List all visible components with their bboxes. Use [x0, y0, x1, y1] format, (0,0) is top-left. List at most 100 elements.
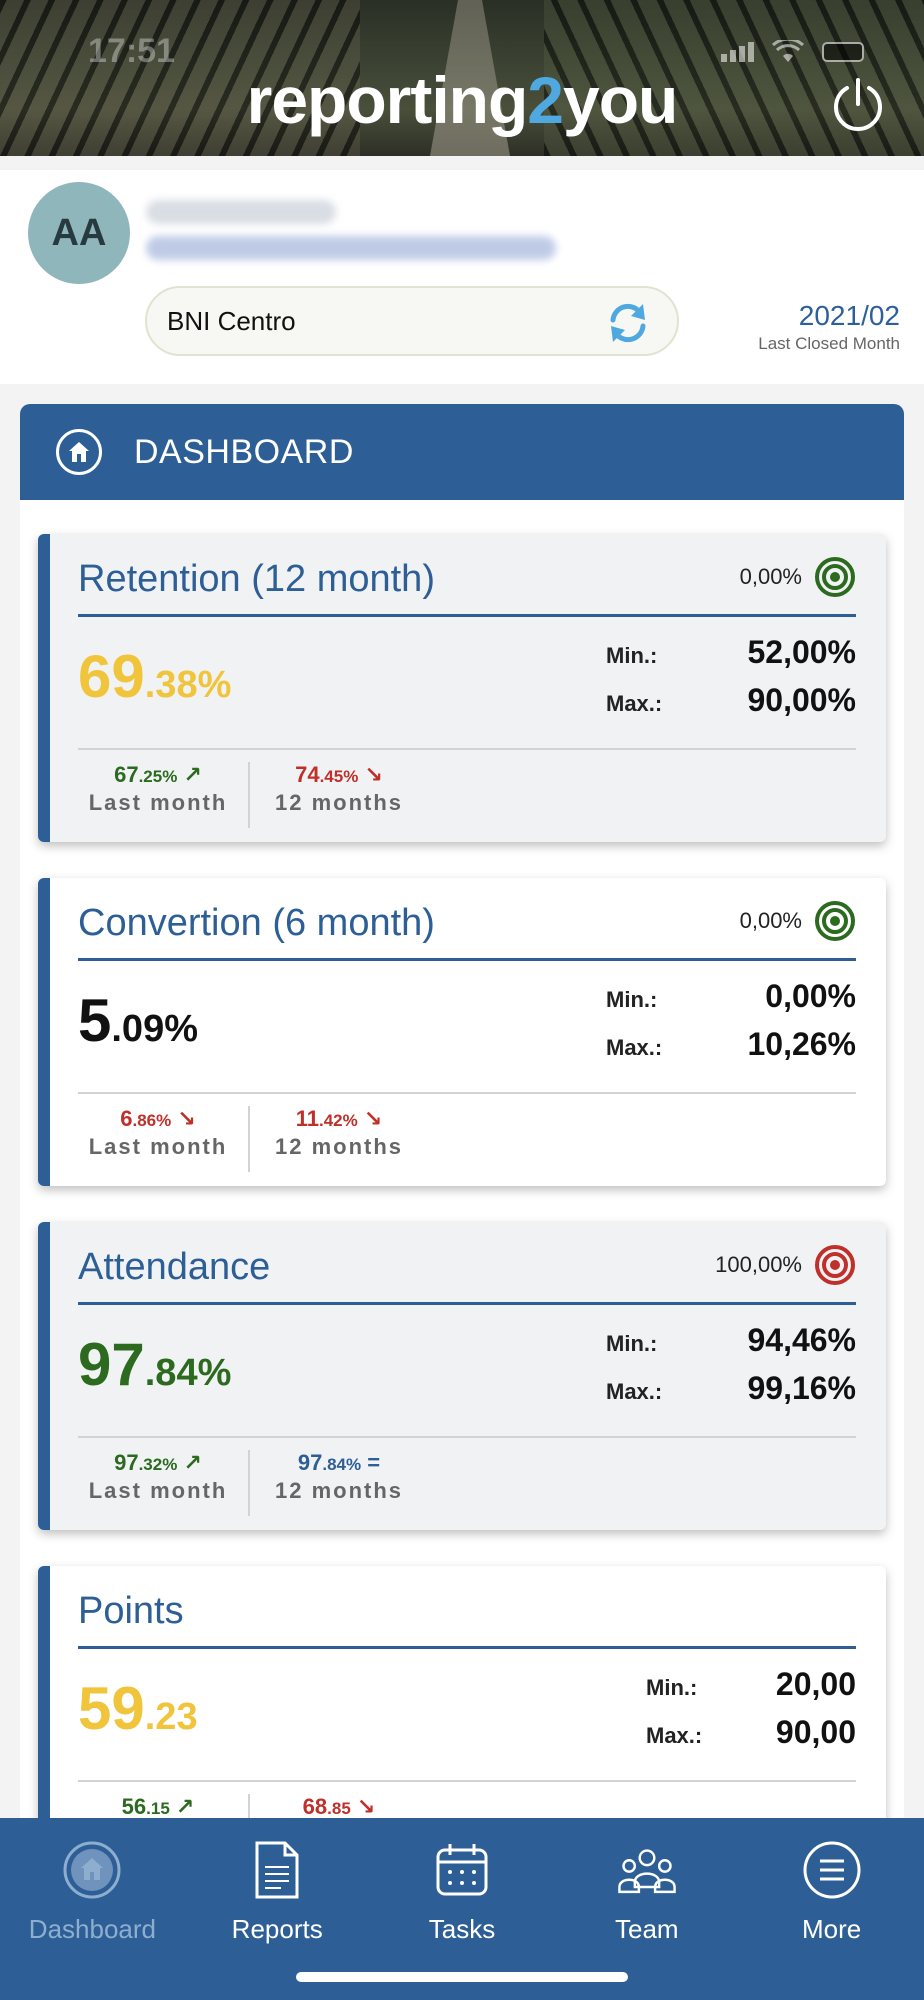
last-month-label: Last month	[88, 1134, 228, 1159]
divider	[78, 1780, 856, 1782]
value-decimal: .09%	[111, 1008, 198, 1050]
team-icon	[617, 1840, 677, 1900]
main-value: 5.09%	[78, 986, 198, 1055]
trend-down-icon: ↘	[177, 1106, 196, 1131]
nav-reports[interactable]: Reports	[185, 1818, 370, 2000]
min-label: Min.:	[606, 643, 658, 668]
metric-card-retention[interactable]: Retention (12 month) 0,00% 69.38% Min.: 5…	[38, 534, 886, 842]
last-month-stat: 97.32% ↗ Last month	[78, 1450, 238, 1504]
max-label: Max.:	[606, 1379, 663, 1404]
card-title: Convertion (6 month)	[78, 902, 435, 944]
target-indicator: 0,00%	[740, 900, 856, 942]
header-background-left	[0, 0, 360, 156]
target-value: 100,00%	[715, 1252, 802, 1277]
stat-divider	[248, 762, 250, 828]
nav-team-label: Team	[615, 1914, 679, 1944]
twelve-months-dec: .45%	[319, 767, 359, 786]
min-max: Min.: 20,00 Max.: 90,00	[646, 1666, 856, 1762]
twelve-months-stat: 97.84% = 12 months	[264, 1450, 414, 1504]
twelve-months-dec: .42%	[318, 1111, 358, 1130]
home-icon	[62, 1840, 122, 1900]
card-title: Attendance	[78, 1246, 271, 1288]
home-indicator[interactable]	[296, 1972, 628, 1982]
min-max: Min.: 52,00% Max.: 90,00%	[606, 634, 856, 730]
max-value: 90,00%	[747, 682, 856, 718]
max-value: 90,00	[775, 1714, 856, 1750]
user-email-redacted	[146, 236, 556, 260]
title-rule	[78, 958, 856, 961]
last-month-label: Last month	[88, 1478, 228, 1503]
wifi-icon	[772, 40, 804, 62]
last-month-dec: .15	[146, 1799, 170, 1818]
status-icons	[721, 40, 864, 64]
max-value: 99,16%	[747, 1370, 856, 1406]
logo-text-post: you	[563, 63, 678, 137]
nav-reports-label: Reports	[231, 1914, 323, 1944]
min-max: Min.: 94,46% Max.: 99,16%	[606, 1322, 856, 1418]
main-value: 59.23	[78, 1674, 198, 1743]
sync-icon[interactable]	[605, 300, 651, 346]
organization-selector[interactable]: BNI Centro	[145, 286, 679, 356]
dashboard-title: DASHBOARD	[134, 432, 354, 471]
nav-tasks[interactable]: Tasks	[370, 1818, 555, 2000]
trend-up-icon: ↗	[183, 1450, 202, 1475]
last-month-stat: 6.86% ↘ Last month	[78, 1106, 238, 1160]
twelve-months-label: 12 months	[274, 1134, 404, 1159]
target-value: 0,00%	[739, 908, 802, 933]
metric-card-attendance[interactable]: Attendance 100,00% 97.84% Min.: 94,46% Ma…	[38, 1222, 886, 1530]
twelve-months-stat: 11.42% ↘ 12 months	[264, 1106, 414, 1160]
nav-team[interactable]: Team	[554, 1818, 739, 2000]
last-month-label: Last month	[88, 790, 228, 815]
stat-divider	[248, 1450, 250, 1516]
trend-down-icon: ↘	[363, 1106, 383, 1131]
nav-more-label: More	[801, 1914, 862, 1944]
card-title: Points	[78, 1590, 184, 1632]
title-rule	[78, 614, 856, 617]
nav-dashboard[interactable]: Dashboard	[0, 1818, 185, 2000]
last-month-int: 97	[114, 1450, 139, 1475]
value-integer: 97	[78, 1331, 145, 1398]
twelve-months-dec: .84%	[322, 1455, 362, 1474]
max-value: 10,26%	[747, 1026, 856, 1062]
nav-more[interactable]: More	[739, 1818, 924, 2000]
min-value: 94,46%	[747, 1322, 856, 1358]
stat-divider	[248, 1106, 250, 1172]
min-value: 20,00	[775, 1666, 856, 1702]
user-name-redacted	[146, 200, 336, 224]
last-month-stat: 56.15 ↗	[78, 1794, 238, 1820]
period-label: Last Closed Month	[758, 334, 900, 353]
app-logo: reporting2you	[0, 62, 924, 138]
trend-down-icon: ↘	[356, 1794, 376, 1819]
nav-tasks-label: Tasks	[428, 1914, 496, 1944]
bottom-nav: Dashboard Reports Tasks Team More	[0, 1818, 924, 2000]
card-title: Retention (12 month)	[78, 558, 435, 600]
calendar-icon	[432, 1840, 492, 1900]
battery-icon	[822, 42, 864, 62]
trend-down-icon: ↘	[364, 762, 383, 787]
value-decimal: .38%	[144, 664, 232, 706]
min-value: 0,00%	[765, 978, 856, 1014]
twelve-months-int: 97	[297, 1450, 323, 1475]
trend-up-icon: ↗	[175, 1794, 195, 1819]
twelve-months-dec: .85	[327, 1799, 351, 1818]
min-label: Min.:	[606, 1331, 658, 1356]
main-value: 69.38%	[78, 642, 231, 711]
power-icon[interactable]	[828, 74, 888, 134]
main-value: 97.84%	[78, 1330, 231, 1399]
metric-card-convertion[interactable]: Convertion (6 month) 0,00% 5.09% Min.: 0,…	[38, 878, 886, 1186]
organization-name: BNI Centro	[167, 305, 296, 336]
closed-month: 2021/02 Last Closed Month	[758, 300, 900, 354]
value-decimal: .23	[144, 1696, 198, 1738]
last-month-int: 67	[114, 762, 139, 787]
max-label: Max.:	[606, 691, 663, 716]
app-header: 17:51 reporting2you	[0, 0, 924, 156]
twelve-months-int: 74	[295, 762, 320, 787]
last-month-dec: .86%	[132, 1111, 172, 1130]
status-time: 17:51	[88, 32, 175, 70]
twelve-months-stat: 68.85 ↘	[264, 1794, 414, 1820]
nav-dashboard-label: Dashboard	[28, 1914, 156, 1944]
profile-section: AA BNI Centro 2021/02 Last Closed Month	[0, 170, 924, 384]
last-month-dec: .25%	[138, 767, 178, 786]
divider	[78, 748, 856, 750]
